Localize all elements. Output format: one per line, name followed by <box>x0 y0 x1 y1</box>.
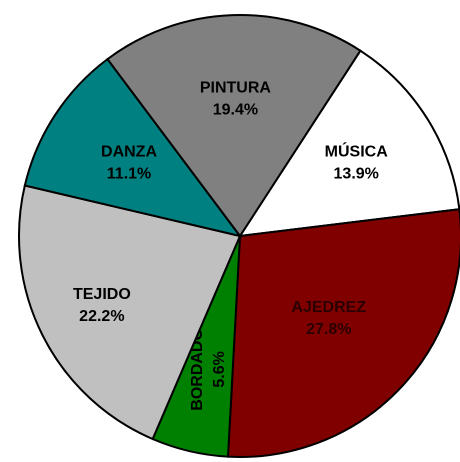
category-label: DANZA <box>101 144 157 161</box>
value-label: 19.4% <box>213 101 258 118</box>
pie-slice <box>23 57 243 238</box>
slice-label: BORDADO 5.6% <box>189 328 228 411</box>
slice-label: DANZA 11.1% <box>101 144 157 183</box>
slice-label: TEJIDO 22.2% <box>73 286 131 325</box>
category-label: AJEDREZ <box>291 299 366 316</box>
pie-slice <box>237 49 460 238</box>
category-label: MÚSICA <box>325 142 389 161</box>
category-label: BORDADO <box>189 328 206 411</box>
value-label: 22.2% <box>79 308 124 325</box>
value-label: 13.9% <box>334 166 379 183</box>
value-label: 5.6% <box>211 351 228 387</box>
slice-label: AJEDREZ 27.8% <box>291 299 366 338</box>
slice-label: MÚSICA 13.9% <box>325 142 389 183</box>
slice-label: PINTURA 19.4% <box>200 79 272 118</box>
category-label: PINTURA <box>200 79 272 96</box>
pie-slice <box>18 184 242 441</box>
category-label: TEJIDO <box>73 286 131 303</box>
value-label: 11.1% <box>107 166 151 183</box>
pie-slice <box>106 14 362 238</box>
value-label: 27.8% <box>306 321 351 338</box>
